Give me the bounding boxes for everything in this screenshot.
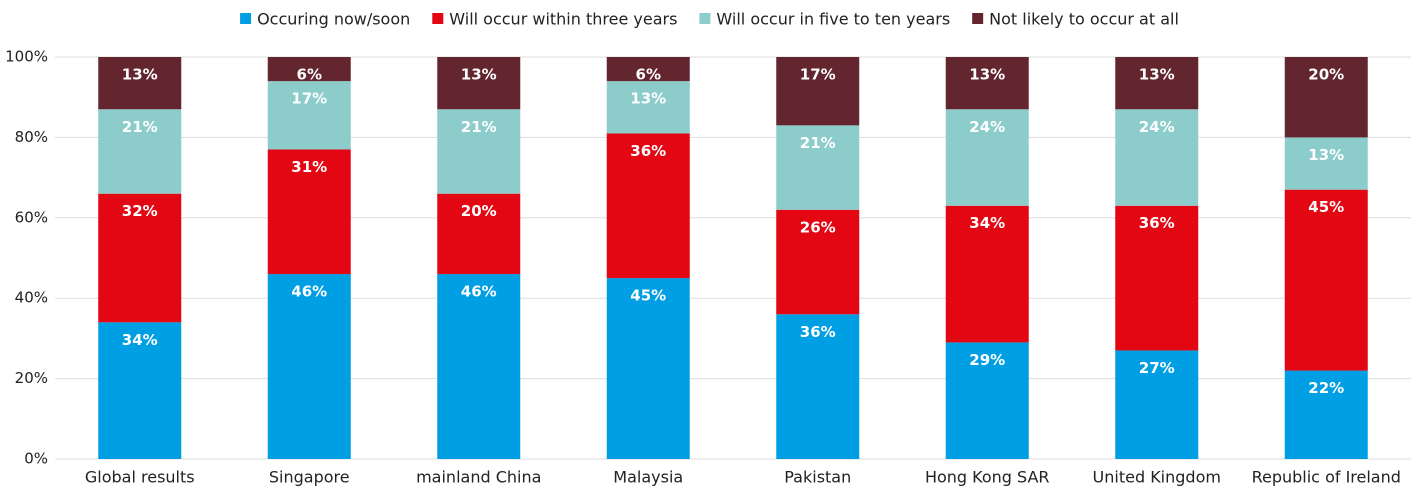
bar-segment	[945, 109, 1029, 206]
bar-segment	[945, 57, 1029, 110]
data-label: 13%	[630, 90, 666, 108]
data-label: 36%	[800, 323, 836, 341]
legend-swatch	[240, 13, 252, 24]
y-tick-label: 60%	[15, 208, 48, 226]
bar-segment	[437, 109, 521, 194]
y-tick-label: 0%	[24, 450, 48, 468]
data-label: 34%	[122, 331, 158, 349]
bar-segment	[945, 342, 1029, 459]
x-tick-label: Malaysia	[613, 468, 683, 487]
bar-segment	[98, 57, 182, 110]
legend-label: Not likely to occur at all	[989, 10, 1179, 29]
data-label: 46%	[461, 283, 497, 301]
data-label: 20%	[461, 202, 497, 220]
data-label: 13%	[1139, 66, 1175, 84]
data-label: 21%	[461, 118, 497, 136]
x-tick-label: Global results	[85, 468, 195, 487]
bar-segment	[267, 149, 351, 275]
bar-segment	[1284, 57, 1368, 138]
legend-label: Will occur in five to ten years	[716, 10, 950, 29]
bar-segment	[267, 81, 351, 150]
x-tick-label: Singapore	[269, 468, 350, 487]
data-label: 13%	[1308, 146, 1344, 164]
data-label: 13%	[122, 66, 158, 84]
y-tick-label: 80%	[15, 128, 48, 146]
bar-segment	[606, 57, 690, 82]
data-label: 17%	[800, 66, 836, 84]
data-label: 36%	[630, 142, 666, 160]
bar-segment	[1284, 370, 1368, 459]
data-label: 45%	[630, 287, 666, 305]
bar-segment	[98, 193, 182, 323]
legend-swatch	[432, 13, 444, 24]
legend-label: Occuring now/soon	[257, 10, 410, 29]
data-label: 13%	[461, 66, 497, 84]
data-label: 32%	[122, 202, 158, 220]
bar-segment	[776, 125, 860, 210]
bar-segment	[945, 205, 1029, 343]
x-tick-label: Hong Kong SAR	[925, 468, 1050, 487]
data-label: 36%	[1139, 214, 1175, 232]
legend-swatch	[699, 13, 711, 24]
legend-label: Will occur within three years	[449, 10, 677, 29]
x-tick-label: Republic of Ireland	[1252, 468, 1401, 487]
bar-segment	[776, 57, 860, 126]
x-tick-label: Pakistan	[784, 468, 851, 487]
bar-segment	[1115, 109, 1199, 206]
data-label: 17%	[291, 90, 327, 108]
bar-segment	[98, 109, 182, 194]
data-label: 24%	[1139, 118, 1175, 136]
bar-segment	[267, 274, 351, 459]
bar-segment	[606, 278, 690, 459]
y-tick-label: 40%	[15, 289, 48, 307]
bar-segment	[1284, 137, 1368, 190]
data-label: 27%	[1139, 359, 1175, 377]
data-label: 31%	[291, 158, 327, 176]
data-label: 45%	[1308, 198, 1344, 216]
bar-segment	[1284, 189, 1368, 371]
bar-segment	[437, 193, 521, 275]
data-label: 6%	[297, 66, 322, 84]
data-label: 46%	[291, 283, 327, 301]
bar-segment	[267, 57, 351, 82]
data-label: 24%	[969, 118, 1005, 136]
y-tick-label: 100%	[5, 48, 48, 66]
legend-swatch	[972, 13, 984, 24]
data-label: 21%	[800, 134, 836, 152]
x-tick-label: mainland China	[416, 468, 541, 487]
x-tick-label: United Kingdom	[1093, 468, 1221, 487]
data-label: 26%	[800, 218, 836, 236]
bar-segment	[1115, 350, 1199, 459]
data-label: 29%	[969, 351, 1005, 369]
bar-segment	[98, 322, 182, 459]
bar-segment	[1115, 57, 1199, 110]
data-label: 22%	[1308, 379, 1344, 397]
y-tick-label: 20%	[15, 369, 48, 387]
data-label: 34%	[969, 214, 1005, 232]
bar-segment	[606, 81, 690, 134]
bar-segment	[606, 133, 690, 279]
data-label: 21%	[122, 118, 158, 136]
bar-segment	[1115, 205, 1199, 351]
bar-segment	[776, 209, 860, 315]
bar-segment	[437, 274, 521, 459]
data-label: 20%	[1308, 66, 1344, 84]
data-label: 6%	[636, 66, 661, 84]
bar-segment	[437, 57, 521, 110]
bar-segment	[776, 314, 860, 459]
data-label: 13%	[969, 66, 1005, 84]
